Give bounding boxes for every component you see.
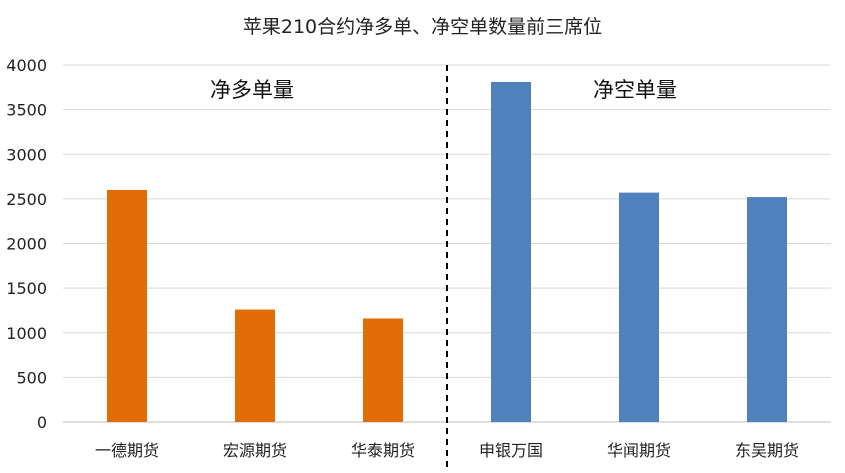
x-tick-label: 一德期货	[95, 441, 159, 460]
group-label-long: 净多单量	[210, 78, 294, 102]
y-tick-label: 3000	[6, 145, 47, 164]
chart-title: 苹果210合约净多单、净空单数量前三席位	[242, 16, 603, 38]
group-label-short: 净空单量	[593, 78, 677, 102]
x-tick-label: 华闻期货	[607, 441, 671, 460]
bar	[747, 197, 787, 422]
bar	[619, 192, 659, 422]
x-tick-label: 宏源期货	[223, 441, 287, 460]
x-tick-label: 东吴期货	[735, 441, 799, 460]
bar	[363, 318, 403, 422]
y-tick-label: 3500	[6, 101, 47, 120]
y-tick-label: 500	[16, 368, 47, 387]
y-tick-label: 1000	[6, 324, 47, 343]
y-tick-label: 1500	[6, 279, 47, 298]
x-tick-label: 申银万国	[479, 441, 543, 460]
bar	[491, 81, 531, 423]
bar	[107, 189, 147, 422]
y-tick-label: 2500	[6, 190, 47, 209]
x-tick-label: 华泰期货	[351, 441, 415, 460]
y-tick-label: 4000	[6, 56, 47, 75]
y-tick-label: 2000	[6, 235, 47, 254]
bar	[235, 309, 275, 422]
y-tick-label: 0	[37, 413, 47, 432]
